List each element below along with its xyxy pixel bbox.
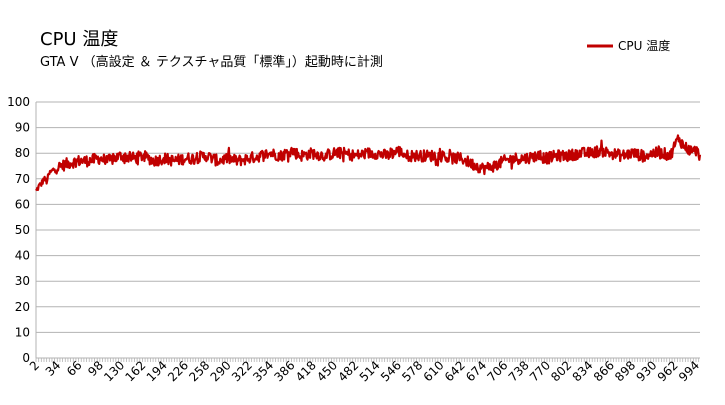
x-tick-label: 866 <box>591 358 617 384</box>
x-tick-label: 994 <box>676 358 702 384</box>
y-tick-label: 30 <box>15 274 30 288</box>
y-tick-label: 90 <box>15 121 30 135</box>
x-tick-label: 898 <box>612 358 638 384</box>
x-tick-label: 706 <box>484 358 510 384</box>
chart-title: CPU 温度 <box>40 29 118 50</box>
x-tick-label: 386 <box>272 358 298 384</box>
x-tick-label: 802 <box>548 358 574 384</box>
legend-label: CPU 温度 <box>618 38 670 53</box>
x-tick-label: 642 <box>442 358 468 384</box>
x-tick-label: 258 <box>186 358 212 384</box>
x-tick-label: 482 <box>335 358 361 384</box>
y-tick-label: 20 <box>15 300 30 314</box>
x-tick-label: 322 <box>229 358 255 384</box>
y-tick-label: 40 <box>15 249 30 263</box>
x-tick-label: 450 <box>314 358 340 384</box>
y-tick-label: 100 <box>7 95 30 109</box>
x-tick-label: 674 <box>463 358 489 384</box>
y-tick-label: 70 <box>15 172 30 186</box>
y-tick-label: 10 <box>15 325 30 339</box>
x-tick-label: 770 <box>527 358 553 384</box>
y-tick-label: 60 <box>15 197 30 211</box>
x-tick-label: 962 <box>655 358 681 384</box>
x-tick-label: 546 <box>378 358 404 384</box>
series-layer <box>35 134 702 192</box>
legend: CPU 温度 <box>587 38 670 53</box>
y-tick-label: 80 <box>15 146 30 160</box>
x-tick-label: 578 <box>399 358 425 384</box>
x-tick-label: 514 <box>357 358 383 384</box>
x-tick-label: 290 <box>208 358 234 384</box>
x-tick-label: 418 <box>293 358 319 384</box>
x-tick-label: 610 <box>421 358 447 384</box>
x-tick-label: 162 <box>122 358 148 384</box>
x-tick-label: 834 <box>570 358 596 384</box>
x-tick-label: 2 <box>27 358 42 373</box>
series-line-cpu-temperature <box>35 134 702 192</box>
x-tick-label: 226 <box>165 358 191 384</box>
chart-subtitle: GTA V （高設定 ＆ テクスチャ品質「標準」）起動時に計測 <box>40 54 383 70</box>
y-axis-ticks: 0 10 20 30 40 50 60 70 80 90 100 <box>7 95 30 365</box>
x-axis-ticks: 2 34 66 98130162194226258290322354386418450… <box>27 358 702 384</box>
x-tick-label: 194 <box>144 358 170 384</box>
x-tick-label: 354 <box>250 358 276 384</box>
y-tick-label: 50 <box>15 223 30 237</box>
x-tick-label: 738 <box>506 358 532 384</box>
x-tick-label: 130 <box>101 358 127 384</box>
y-tick-label: 0 <box>22 351 30 365</box>
gridlines <box>35 101 700 359</box>
x-tick-label: 930 <box>633 358 659 384</box>
